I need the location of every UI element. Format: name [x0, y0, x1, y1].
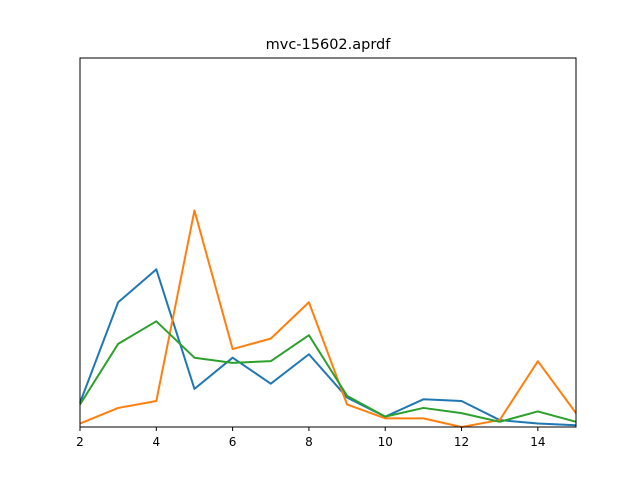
x-tick-label: 8	[305, 435, 313, 449]
plot-lines	[79, 209, 577, 428]
series-line-3	[79, 320, 577, 423]
series-line-1	[79, 268, 577, 427]
x-tick-label: 12	[454, 435, 469, 449]
x-tick-label: 10	[378, 435, 393, 449]
x-tick-label: 4	[152, 435, 160, 449]
x-tick-label: 14	[530, 435, 545, 449]
plot-frame	[79, 57, 577, 428]
x-tick-label: 6	[229, 435, 237, 449]
x-tick-label: 2	[76, 435, 84, 449]
x-axis: 2 4 6 8 10 12 14	[76, 427, 545, 449]
chart-title: mvc-15602.aprdf	[266, 37, 392, 53]
series-line-2	[79, 209, 577, 428]
